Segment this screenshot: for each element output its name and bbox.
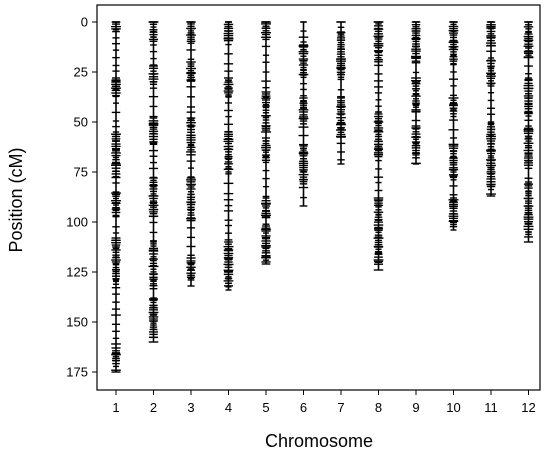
chromosome-3-track (186, 21, 196, 287)
y-tick-label: 0 (81, 15, 88, 30)
y-tick-label: 100 (66, 215, 88, 230)
plot-frame (96, 4, 541, 391)
y-tick-label: 25 (74, 65, 88, 80)
y-tick-label: 75 (74, 165, 88, 180)
x-tick-label: 6 (300, 400, 307, 415)
chromosome-12-track (523, 21, 534, 243)
y-tick-label: 175 (66, 365, 88, 380)
x-tick-label: 2 (150, 400, 157, 415)
chromosome-1-track (111, 21, 121, 373)
x-tick-label: 8 (375, 400, 382, 415)
chromosome-7-track (336, 21, 346, 165)
x-tick-label: 4 (225, 400, 232, 415)
y-tick-label: 150 (66, 315, 88, 330)
y-tick-label: 125 (66, 265, 88, 280)
chromosome-2-track (148, 21, 159, 343)
x-tick-label: 5 (262, 400, 269, 415)
x-tick-label: 9 (412, 400, 419, 415)
y-tick-label: 50 (74, 115, 88, 130)
x-axis: 1 2 3 4 5 6 7 8 9 10 11 12 (112, 390, 536, 415)
x-tick-label: 7 (337, 400, 344, 415)
chromosome-6-track (298, 21, 309, 207)
chromosome-4-track (223, 21, 234, 291)
x-tick-label: 12 (521, 400, 535, 415)
chromosome-8-track (373, 21, 384, 271)
x-tick-label: 10 (446, 400, 460, 415)
chromosome-9-track (411, 21, 421, 165)
x-axis-title: Chromosome (265, 431, 373, 451)
y-axis: 0 25 50 75 100 125 150 175 (66, 15, 97, 380)
chromosome-tracks (111, 21, 534, 373)
x-tick-label: 3 (187, 400, 194, 415)
chromosome-10-track (448, 21, 459, 231)
y-axis-title: Position (cM) (6, 147, 26, 252)
chromosome-11-track (486, 21, 496, 197)
x-tick-label: 1 (112, 400, 119, 415)
chromosome-5-track (261, 21, 271, 265)
x-tick-label: 11 (484, 400, 498, 415)
